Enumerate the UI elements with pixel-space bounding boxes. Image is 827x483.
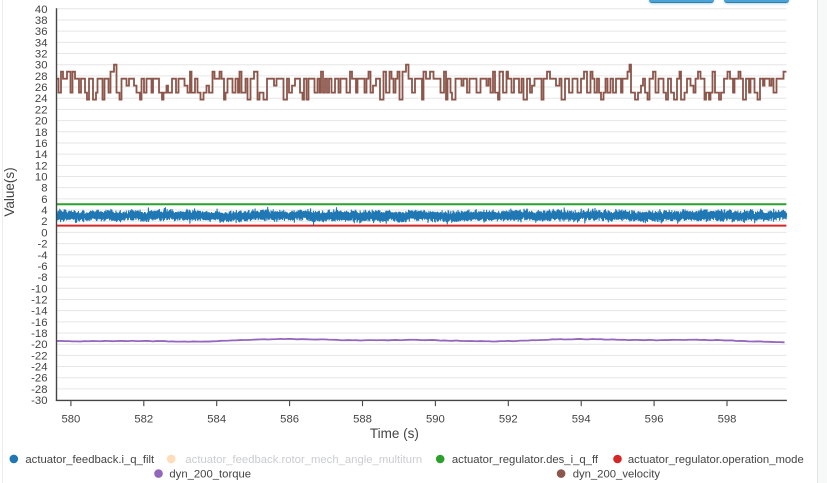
svg-text:40: 40 [35,4,48,16]
svg-text:594: 594 [572,414,591,426]
svg-text:actuator_feedback.i_q_filt: actuator_feedback.i_q_filt [25,454,155,466]
svg-text:-12: -12 [31,294,47,306]
svg-text:596: 596 [645,414,664,426]
svg-text:580: 580 [61,414,80,426]
svg-text:actuator_regulator.des_i_q_ff: actuator_regulator.des_i_q_ff [452,454,599,466]
svg-text:10: 10 [35,172,48,184]
svg-text:30: 30 [35,60,48,72]
svg-text:Value(s): Value(s) [2,167,17,216]
svg-text:0: 0 [41,227,47,239]
svg-text:-16: -16 [31,317,47,329]
svg-text:8: 8 [41,183,47,195]
svg-text:actuator_regulator.operation_m: actuator_regulator.operation_mode [628,454,804,466]
svg-text:20: 20 [35,116,48,128]
svg-text:598: 598 [718,414,737,426]
svg-text:584: 584 [207,414,226,426]
svg-text:4: 4 [41,205,47,217]
svg-text:582: 582 [134,414,153,426]
svg-text:28: 28 [35,71,48,83]
svg-text:-30: -30 [31,395,47,407]
svg-text:22: 22 [35,104,48,116]
svg-text:-10: -10 [31,283,47,295]
svg-text:-18: -18 [31,328,47,340]
svg-text:-8: -8 [37,272,47,284]
svg-text:-4: -4 [37,250,47,262]
svg-text:592: 592 [499,414,518,426]
svg-text:-2: -2 [37,239,47,251]
svg-text:590: 590 [426,414,445,426]
svg-text:2: 2 [41,216,47,228]
svg-text:-28: -28 [31,384,47,396]
svg-text:-22: -22 [31,350,47,362]
svg-text:34: 34 [35,37,48,49]
svg-text:24: 24 [35,93,48,105]
svg-text:-6: -6 [37,261,47,273]
svg-text:38: 38 [35,15,48,27]
svg-text:-14: -14 [31,306,47,318]
svg-text:586: 586 [280,414,299,426]
svg-text:36: 36 [35,26,48,38]
svg-text:16: 16 [35,138,48,150]
svg-text:6: 6 [41,194,47,206]
svg-text:-26: -26 [31,373,47,385]
svg-text:-20: -20 [31,339,47,351]
svg-text:dyn_200_velocity: dyn_200_velocity [573,469,661,481]
svg-text:32: 32 [35,49,48,61]
svg-text:12: 12 [35,160,48,172]
svg-text:26: 26 [35,82,48,94]
svg-text:18: 18 [35,127,48,139]
svg-text:14: 14 [35,149,48,161]
svg-text:actuator_feedback.rotor_mech_a: actuator_feedback.rotor_mech_angle_multi… [185,454,422,466]
svg-text:Time (s): Time (s) [370,426,419,441]
svg-text:-24: -24 [31,362,47,374]
svg-text:dyn_200_torque: dyn_200_torque [169,469,251,481]
svg-text:588: 588 [353,414,372,426]
